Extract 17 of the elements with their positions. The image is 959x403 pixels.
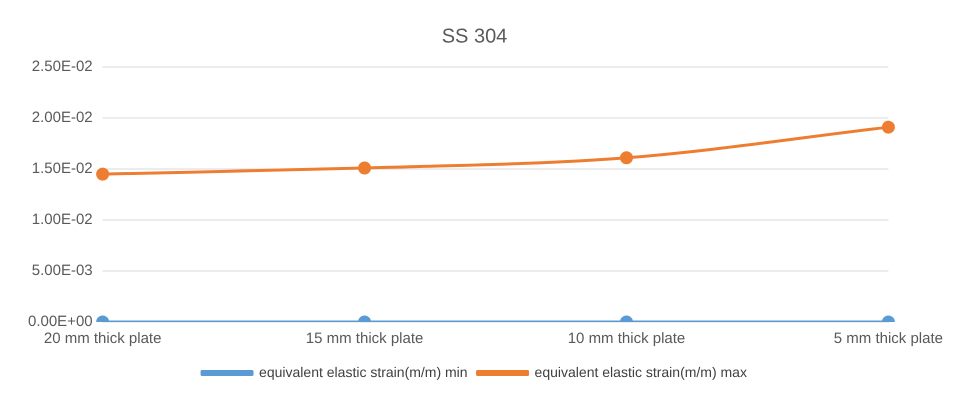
y-tick-label: 5.00E-03 xyxy=(32,262,93,280)
y-tick-label: 1.00E-02 xyxy=(32,211,93,228)
point xyxy=(882,120,895,134)
x-tick-label: 15 mm thick plate xyxy=(306,330,424,348)
y-tick-label: 0.00E+00 xyxy=(28,313,93,330)
point xyxy=(620,151,633,164)
point xyxy=(358,161,372,174)
chart-title: SS 304 xyxy=(442,26,508,48)
x-tick-label: 20 mm thick plate xyxy=(44,330,162,348)
y-tick-label: 1.50E-02 xyxy=(32,160,93,178)
legend-label: equivalent elastic strain(m/m) min xyxy=(259,364,468,380)
y-tick-label: 2.00E-02 xyxy=(32,109,93,126)
legend-label: equivalent elastic strain(m/m) max xyxy=(534,364,747,380)
y-tick-label: 2.50E-02 xyxy=(32,58,93,76)
x-tick-label: 5 mm thick plate xyxy=(834,330,944,348)
point xyxy=(96,168,110,181)
x-tick-label: 10 mm thick plate xyxy=(568,330,686,348)
